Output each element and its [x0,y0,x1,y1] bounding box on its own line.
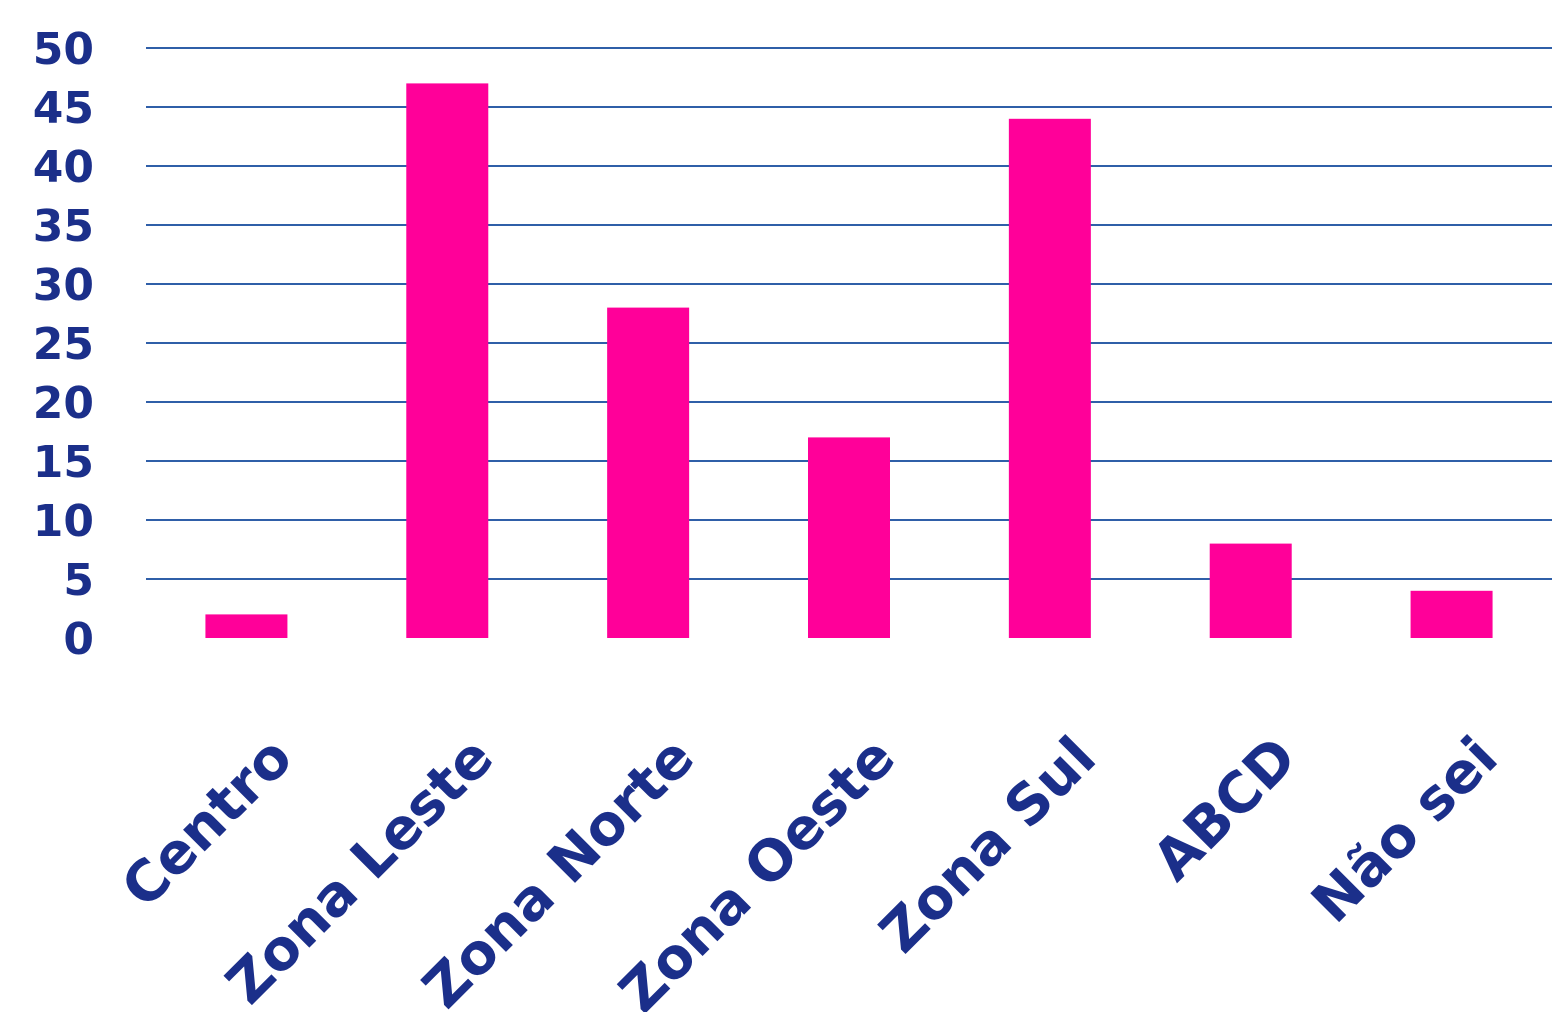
x-category-label: Zona Sul [868,725,1109,966]
bar [1410,590,1493,638]
bar [406,83,489,638]
bar [607,307,690,638]
y-tick-label: 45 [33,83,94,134]
y-tick-label: 10 [33,496,94,547]
y-tick-label: 50 [33,24,94,75]
y-axis-tick-labels: 0 5 10 15 20 25 30 35 40 45 50 [33,24,94,665]
y-tick-label: 0 [63,614,94,665]
x-category-label: Centro [109,725,305,921]
bar [205,614,288,638]
bars [205,83,1493,639]
y-tick-label: 40 [33,142,94,193]
y-tick-label: 30 [33,260,94,311]
gridlines [146,47,1552,580]
bar [1209,543,1292,638]
y-tick-label: 25 [33,319,94,370]
x-category-label: Não sei [1300,725,1511,936]
y-tick-label: 15 [33,437,94,488]
bar [1008,118,1091,639]
bar [808,437,890,638]
y-tick-label: 5 [63,555,94,606]
x-category-label: ABCD [1141,725,1310,894]
y-tick-label: 20 [33,378,94,429]
y-tick-label: 35 [33,201,94,252]
